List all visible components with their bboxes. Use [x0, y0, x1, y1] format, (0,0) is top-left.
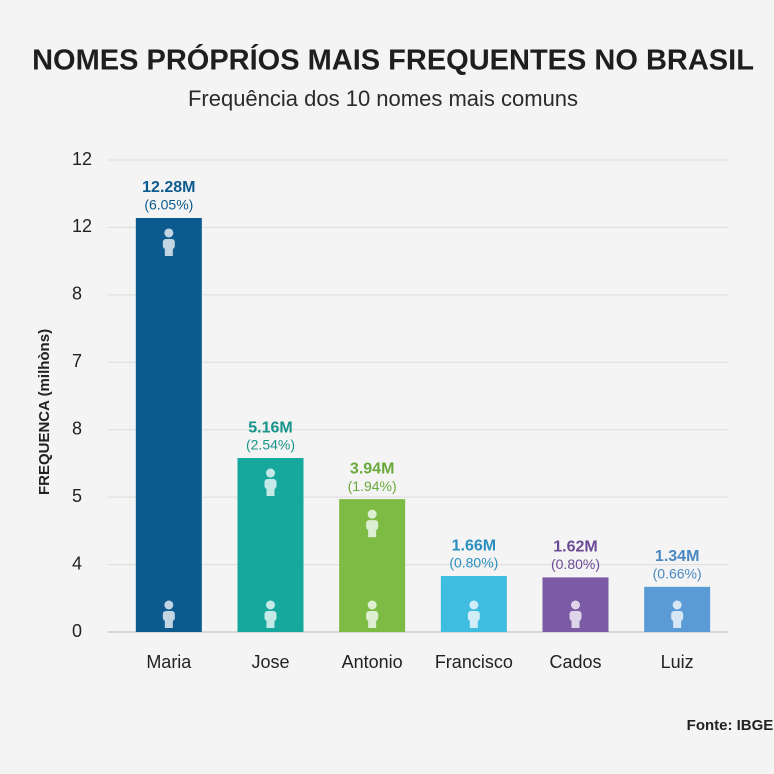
person-body	[366, 611, 379, 621]
share-label: (0.80%)	[449, 555, 498, 571]
y-tick-label: 8	[72, 418, 82, 438]
value-label: 1.34M	[655, 548, 699, 565]
person-head	[164, 228, 174, 238]
person-legs	[164, 247, 173, 256]
share-label: (2.54%)	[246, 437, 295, 453]
person-body	[366, 520, 379, 531]
person-legs	[673, 620, 682, 628]
person-icon	[366, 509, 379, 538]
value-label: 3.94M	[350, 460, 394, 477]
y-tick-label: 8	[72, 284, 82, 304]
person-body	[264, 479, 277, 490]
y-axis-label: FREQUENCA (milhòns)	[36, 329, 53, 495]
person-icon	[569, 600, 582, 628]
person-legs	[368, 620, 377, 628]
x-tick-label: Francisco	[435, 652, 513, 672]
y-tick-label: 5	[72, 486, 82, 506]
person-legs	[368, 529, 377, 538]
person-head	[367, 509, 377, 519]
person-body	[264, 611, 277, 621]
person-head	[672, 600, 682, 610]
person-head	[367, 600, 377, 610]
y-tick-label: 7	[72, 351, 82, 371]
person-icon	[264, 468, 277, 497]
person-body	[467, 611, 480, 621]
value-label: 1.66M	[452, 537, 496, 554]
share-label: (1.94%)	[348, 478, 397, 494]
person-legs	[469, 620, 478, 628]
value-label: 12.28M	[142, 179, 195, 196]
person-head	[469, 600, 479, 610]
person-body	[671, 611, 684, 621]
person-body	[162, 611, 175, 621]
source-note: Fonte: IBGE	[687, 717, 774, 734]
share-label: (0.80%)	[551, 556, 600, 572]
person-icon	[366, 600, 379, 628]
y-tick-label: 12	[72, 216, 92, 236]
x-tick-label: Antonio	[342, 652, 403, 672]
x-tick-label: Cados	[549, 652, 601, 672]
person-head	[571, 600, 580, 610]
chart-subtitle: Frequência dos 10 nomes mais comuns	[188, 86, 578, 111]
person-icon	[467, 600, 480, 628]
person-body	[569, 611, 582, 621]
y-tick-label: 0	[72, 621, 82, 641]
value-label: 5.16M	[248, 419, 292, 436]
x-tick-label: Luiz	[661, 652, 694, 672]
person-head	[266, 468, 275, 478]
person-icon	[162, 600, 175, 628]
share-label: (0.66%)	[653, 566, 702, 582]
person-icon	[162, 228, 175, 256]
person-head	[164, 600, 174, 610]
x-tick-label: Maria	[146, 652, 192, 672]
share-label: (6.05%)	[144, 197, 193, 213]
person-icon	[671, 600, 684, 628]
person-legs	[266, 620, 275, 628]
person-icon	[264, 600, 277, 628]
y-tick-label: 12	[72, 149, 92, 169]
bar	[135, 217, 202, 632]
person-legs	[266, 488, 275, 497]
y-tick-label: 4	[72, 553, 82, 573]
x-tick-label: Jose	[251, 652, 289, 672]
person-legs	[571, 620, 580, 628]
chart-title: NOMES PRÓPRÍOS MAIS FREQUENTES NO BRASIL	[32, 43, 754, 77]
person-body	[162, 238, 175, 249]
person-head	[266, 600, 275, 610]
person-legs	[164, 620, 173, 628]
value-label: 1.62M	[553, 539, 597, 556]
